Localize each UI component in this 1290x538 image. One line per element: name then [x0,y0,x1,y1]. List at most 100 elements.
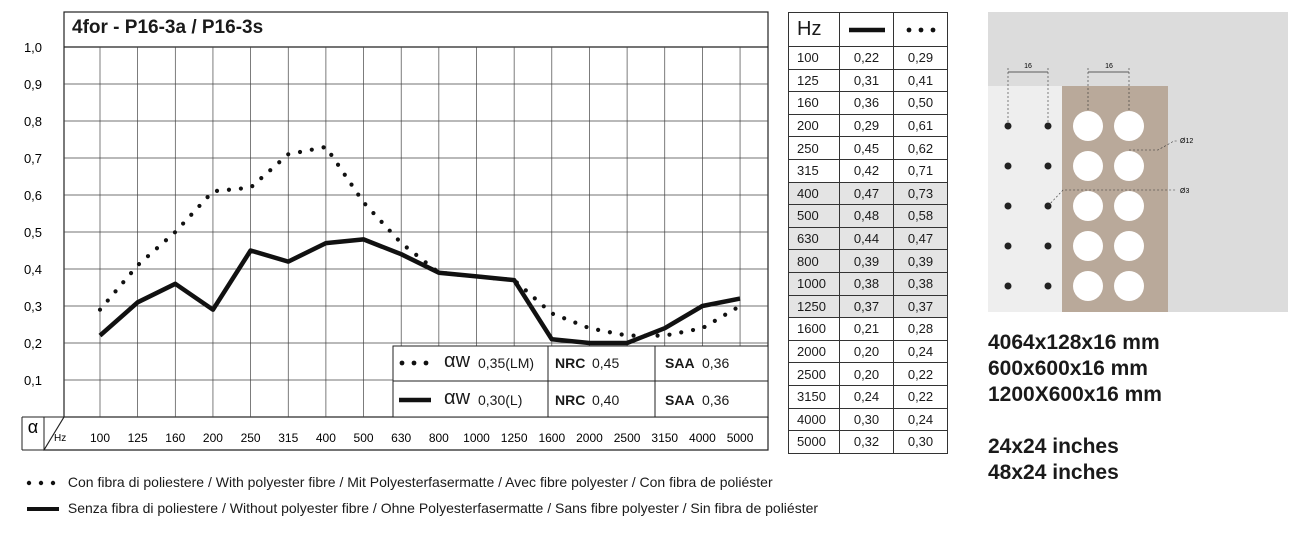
table-cell-frequency: 125 [788,68,840,93]
table-cell-dotted: 0,61 [893,113,948,138]
x-tick-label: 3150 [651,431,678,445]
y-tick-label: 0,7 [24,151,42,166]
table-cell-solid: 0,29 [839,113,894,138]
table-cell-frequency: 200 [788,113,840,138]
saa-value: 0,36 [702,392,730,408]
table-cell-dotted: 0,29 [893,46,948,70]
table-cell-frequency: 630 [788,226,840,251]
table-cell-solid: 0,32 [839,430,894,454]
table-cell-solid: 0,47 [839,181,894,206]
large-hole [1114,271,1144,301]
y-tick-label: 0,9 [24,77,42,92]
table-cell-frequency: 5000 [788,430,840,454]
x-tick-label: 160 [165,431,185,445]
table-row: 1600 0,21 0,28 [788,317,948,341]
legend-dotted: Con fibra di poliestere / With polyester… [26,474,773,490]
table-row: 160 0,36 0,50 [788,91,948,115]
x-tick-label: 2500 [614,431,641,445]
hole-label: Ø12 [1180,138,1193,145]
table-cell-solid: 0,37 [839,294,894,319]
table-row: 200 0,29 0,61 [788,113,948,138]
table-cell-solid: 0,39 [839,249,894,273]
rating-row-solid: αw 0,30(L) NRC 0,40 SAA 0,36 [398,387,748,413]
x-tick-label: 800 [429,431,449,445]
table-cell-dotted: 0,41 [893,68,948,93]
table-row: 1250 0,37 0,37 [788,294,948,319]
alpha-symbol: αw [444,350,471,372]
dimension-item: 600x600x16 mm [988,357,1148,380]
dimension-item: 24x24 inches [988,435,1119,458]
panel-plain [988,86,1062,312]
legend-solid-label: Senza fibra di poliestere / Without poly… [67,500,819,516]
table-cell-solid: 0,30 [839,407,894,432]
table-cell-dotted: 0,50 [893,91,948,115]
table-row: 2000 0,20 0,24 [788,339,948,364]
legend-solid: Senza fibra di poliestere / Without poly… [26,500,818,516]
small-hole [1004,242,1012,250]
x-tick-label: 4000 [689,431,716,445]
table-cell-frequency: 100 [788,46,840,70]
table-cell-solid: 0,42 [839,158,894,183]
table-row: 100 0,22 0,29 [788,46,948,70]
table-row: 1000 0,38 0,38 [788,271,948,296]
dimension-item: 4064x128x16 mm [988,331,1160,354]
x-tick-label: 1600 [538,431,565,445]
y-tick-label: 0,1 [24,373,42,388]
x-tick-label: 400 [316,431,336,445]
table-cell-solid: 0,24 [839,384,894,409]
table-cell-frequency: 1250 [788,294,840,319]
series-line-dotted [97,144,743,338]
large-hole [1114,191,1144,221]
large-hole [1073,151,1103,181]
large-hole [1114,231,1144,261]
x-tick-label: 315 [278,431,298,445]
table-header-row: Hz [788,12,948,47]
y-tick-label: 0,2 [24,336,42,351]
table-header-dotted [893,12,948,47]
large-hole [1114,151,1144,181]
large-hole [1073,191,1103,221]
ratings-box [392,345,769,418]
table-cell-solid: 0,48 [839,204,894,228]
table-row: 630 0,44 0,47 [788,226,948,251]
alpha-value: 0,35(LM) [478,355,535,371]
small-hole-label: Ø3 [1180,188,1189,195]
x-tick-label: 125 [128,431,148,445]
dimension-item: 48x24 inches [988,461,1119,484]
table-cell-dotted: 0,37 [893,294,948,319]
small-hole [1004,122,1012,130]
y-tick-label: 0,4 [24,262,42,277]
x-tick-label: 2000 [576,431,603,445]
absorption-chart: 1,0 0,9 0,8 0,7 0,6 0,5 0,4 0,3 0,2 0,1 100 125 160 2… [21,11,769,451]
dim-label-left: 16 [1024,63,1032,70]
dimensions-metric: 4064x128x16 mm 600x600x16 mm 1200X600x16… [988,330,1162,408]
table-cell-solid: 0,31 [839,68,894,93]
x-axis-strip [42,416,769,451]
large-hole [1073,271,1103,301]
table-cell-dotted: 0,22 [893,384,948,409]
large-hole [1073,231,1103,261]
dimensions-imperial: 24x24 inches 48x24 inches [988,434,1119,486]
saa-value: 0,36 [702,355,730,371]
alpha-value: 0,30(L) [478,392,523,408]
table-cell-dotted: 0,30 [893,430,948,454]
table-cell-frequency: 2000 [788,339,840,364]
nrc-value: 0,40 [592,392,620,408]
legend-dotted-label: Con fibra di poliestere / With polyester… [67,474,773,490]
chart-title: 4for - P16-3a / P16-3s [72,17,264,38]
small-hole [1004,202,1012,210]
table-cell-frequency: 500 [788,204,840,228]
leader-small-hole [1047,189,1176,207]
table-cell-frequency: 3150 [788,384,840,409]
y-tick-label: 0,5 [24,225,42,240]
table-cell-solid: 0,36 [839,91,894,115]
large-hole [1114,111,1144,141]
table-row: 250 0,45 0,62 [788,136,948,160]
table-cell-dotted: 0,28 [893,317,948,341]
table-row: 125 0,31 0,41 [788,68,948,93]
table-cell-dotted: 0,39 [893,249,948,273]
table-cell-solid: 0,44 [839,226,894,251]
series-line-solid [98,237,741,346]
table-cell-frequency: 800 [788,249,840,273]
table-cell-dotted: 0,47 [893,226,948,251]
